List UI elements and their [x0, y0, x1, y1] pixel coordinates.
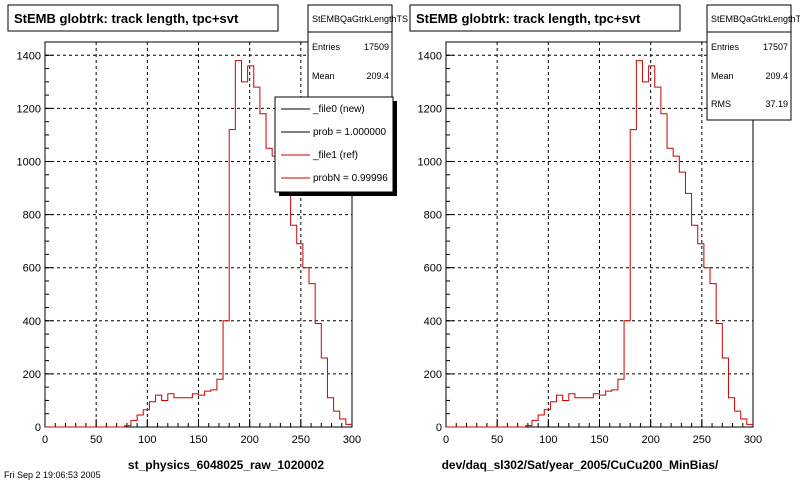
- stats-entries-value-right: 17507: [763, 42, 788, 52]
- chart-title-left: StEMB globtrk: track length, tpc+svt: [14, 11, 239, 26]
- legend-entry: probN = 0.99996: [313, 173, 388, 184]
- x-tick-label: 250: [292, 434, 310, 446]
- y-tick-label: 0: [436, 422, 442, 434]
- x-tick-label: 0: [443, 434, 449, 446]
- y-tick-label: 400: [424, 316, 442, 328]
- y-tick-label: 1400: [418, 50, 442, 62]
- x-tick-label: 50: [491, 434, 503, 446]
- title-box-left: [7, 4, 279, 32]
- x-tick-label: 0: [42, 434, 48, 446]
- x-tick-label: 100: [539, 434, 557, 446]
- stats-rms-value-right: 37.19: [765, 99, 788, 109]
- x-tick-label: 300: [744, 434, 762, 446]
- grid-right: [446, 42, 753, 427]
- histogram-right: [446, 60, 753, 428]
- stats-entries-label-left: Entries: [312, 42, 341, 52]
- y-tick-label: 0: [35, 422, 41, 434]
- y-tick-label: 1200: [418, 103, 442, 115]
- stats-rms-label-right: RMS: [711, 99, 731, 109]
- stats-mean-label-left: Mean: [312, 71, 335, 81]
- y-tick-label: 1200: [17, 103, 41, 115]
- y-tick-label: 1000: [418, 156, 442, 168]
- y-tick-label: 600: [424, 263, 442, 275]
- y-tick-label: 800: [23, 210, 41, 222]
- legend-entry: _file0 (new): [312, 104, 365, 115]
- x-tick-label: 150: [590, 434, 608, 446]
- x-tick-label: 100: [138, 434, 156, 446]
- x-tick-label: 300: [343, 434, 361, 446]
- y-tick-label: 200: [23, 369, 41, 381]
- stats-entries-label-right: Entries: [711, 42, 740, 52]
- title-box-right: [409, 4, 681, 32]
- xlabel-left: st_physics_6048025_raw_1020002: [128, 458, 324, 472]
- y-tick-label: 600: [23, 263, 41, 275]
- stats-box-right: StEMBQaGtrkLengthTS Entries 17507 Mean 2…: [706, 4, 800, 121]
- chart-title-right: StEMB globtrk: track length, tpc+svt: [416, 11, 641, 26]
- x-tick-label: 200: [641, 434, 659, 446]
- ticks-right: 0 50 100 150 200 250 300 0 200 400 600 800 1000 1200 1…: [418, 41, 762, 446]
- grid-left: [45, 42, 352, 427]
- x-tick-label: 200: [240, 434, 258, 446]
- histogram-left: [45, 60, 352, 428]
- histogram-series-0: [446, 60, 753, 428]
- ticks-left: 0 50 100 150 200 250 300 0 200 400 600 800 1000 1200 1…: [17, 41, 361, 446]
- y-tick-label: 1000: [17, 156, 41, 168]
- legend-entry: _file1 (ref): [312, 150, 358, 161]
- legend-entry: prob = 1.000000: [313, 127, 387, 138]
- x-tick-label: 150: [189, 434, 207, 446]
- stats-mean-label-right: Mean: [711, 71, 734, 81]
- y-tick-label: 400: [23, 316, 41, 328]
- footer-date: Fri Sep 2 19:06:53 2005: [4, 470, 101, 480]
- x-tick-label: 50: [90, 434, 102, 446]
- legend-left: _file0 (new) prob = 1.000000 _file1 (ref) p…: [274, 96, 397, 196]
- panel-left: StEMB globtrk: track length, tpc+svt 0 50…: [7, 4, 408, 472]
- stats-name-left: StEMBQaGtrkLengthTS: [312, 14, 408, 24]
- y-tick-label: 800: [424, 210, 442, 222]
- histogram-series-0: [45, 60, 352, 428]
- panel-right: StEMB globtrk: track length, tpc+svt 0 50…: [409, 4, 800, 472]
- x-tick-label: 250: [693, 434, 711, 446]
- stats-name-right: StEMBQaGtrkLengthTS: [711, 14, 800, 24]
- stats-mean-value-left: 209.4: [366, 71, 389, 81]
- stats-entries-value-left: 17509: [364, 42, 389, 52]
- xlabel-right: dev/daq_sl302/Sat/year_2005/CuCu200_MinB…: [442, 458, 719, 472]
- stats-mean-value-right: 209.4: [765, 71, 788, 81]
- y-tick-label: 1400: [17, 50, 41, 62]
- y-tick-label: 200: [424, 369, 442, 381]
